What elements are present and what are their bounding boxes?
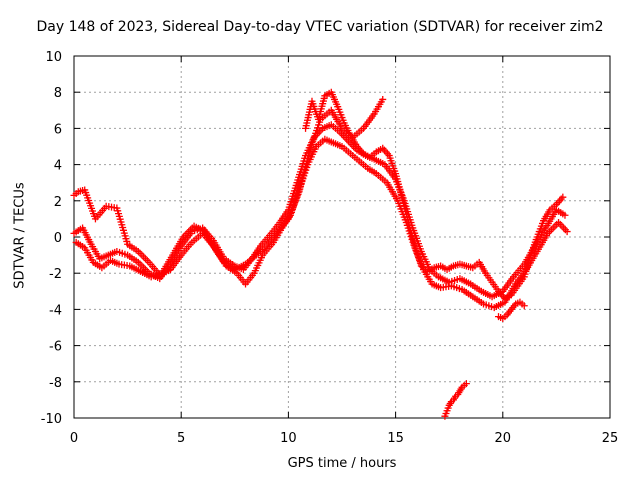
- data-marks: [70, 88, 571, 420]
- y-tick-label: 10: [45, 50, 62, 65]
- chart-title: Day 148 of 2023, Sidereal Day-to-day VTE…: [36, 19, 604, 35]
- data-point: [520, 302, 528, 310]
- y-tick-label: -10: [41, 412, 62, 427]
- series-trace-f: [495, 298, 528, 322]
- data-point: [379, 95, 387, 103]
- y-axis-label: SDTVAR / TECUs: [12, 182, 28, 289]
- x-tick-label: 5: [177, 431, 185, 446]
- y-tick-label: 8: [54, 86, 62, 101]
- axis-ticks: 0 5 10 15 20 25 -10 -8 -6 -4 -2 0 2 4 6 8 10: [41, 50, 619, 446]
- x-tick-label: 10: [280, 431, 297, 446]
- x-tick-label: 15: [387, 431, 404, 446]
- x-tick-label: 25: [602, 431, 619, 446]
- y-tick-label: -4: [49, 303, 62, 318]
- x-tick-label: 0: [70, 431, 78, 446]
- series-trace-d: [302, 88, 567, 303]
- series-trace-e: [441, 380, 470, 420]
- grid-lines: [74, 56, 610, 418]
- series-trace-c: [70, 95, 387, 279]
- y-tick-label: -6: [49, 340, 62, 355]
- x-axis-label: GPS time / hours: [287, 456, 397, 471]
- y-tick-label: 6: [54, 122, 62, 137]
- y-tick-label: -2: [49, 267, 62, 282]
- y-tick-label: 2: [54, 195, 62, 210]
- data-point: [563, 228, 571, 236]
- data-point: [561, 211, 569, 219]
- y-tick-label: -8: [49, 376, 62, 391]
- y-tick-label: 4: [54, 159, 62, 174]
- y-tick-label: 0: [54, 231, 62, 246]
- data-point: [559, 193, 567, 201]
- x-tick-label: 20: [495, 431, 512, 446]
- data-point: [462, 380, 470, 388]
